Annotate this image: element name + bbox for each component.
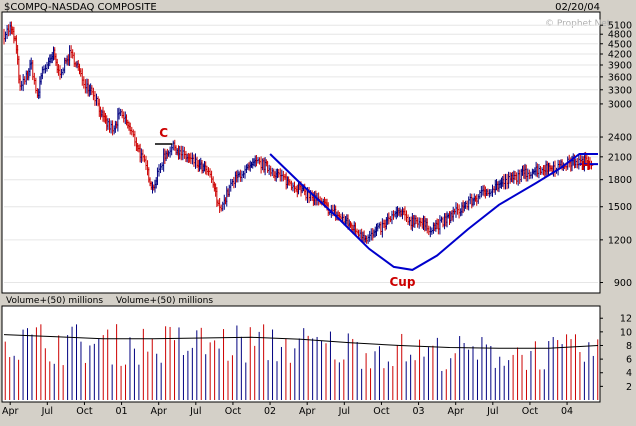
volume-tick-label: 10 — [620, 327, 632, 338]
volume-moving-average — [3, 334, 599, 349]
price-tick-label: 4200 — [608, 50, 632, 61]
volume-title: Volume+(50) millions — [6, 296, 103, 306]
volume-panel — [1, 305, 601, 403]
volume-tick-label: 8 — [626, 341, 632, 352]
price-y-axis: 9001200150018002100240030003300360039004… — [600, 21, 632, 289]
x-tick-label: Jul — [338, 406, 350, 417]
volume-tick-label: 6 — [626, 355, 632, 366]
x-tick-label: Oct — [522, 406, 539, 417]
cup-trendlines — [269, 153, 598, 271]
price-tick-label: 4500 — [608, 39, 632, 50]
volume-y-axis: 2 4 6 8 10 12 — [600, 314, 632, 393]
price-tick-label: 3300 — [608, 85, 632, 96]
annotation-label: H — [581, 159, 591, 173]
price-tick-label: 1500 — [608, 202, 632, 213]
x-tick-label: 01 — [116, 406, 128, 417]
x-tick-label: 04 — [561, 406, 573, 417]
price-gridlines — [4, 24, 598, 284]
x-tick-label: Jul — [189, 406, 201, 417]
x-tick-label: Jul — [41, 406, 53, 417]
x-tick-label: Apr — [2, 406, 19, 417]
price-tick-label: 3900 — [608, 60, 632, 71]
price-tick-label: 900 — [614, 278, 632, 289]
price-tick-label: 1200 — [608, 235, 632, 246]
chart-date: 02/20/04 — [555, 2, 600, 13]
cup-trendline — [269, 153, 598, 271]
volume-tick-label: 4 — [626, 368, 632, 379]
volume-legend: Volume+(50) millions — [116, 296, 213, 306]
x-tick-label: 03 — [413, 406, 425, 417]
x-tick-label: Apr — [150, 406, 167, 417]
price-bars — [3, 21, 594, 245]
price-tick-label: 3600 — [608, 72, 632, 83]
price-panel — [1, 11, 601, 294]
volume-tick-label: 12 — [620, 314, 632, 325]
x-tick-label: Oct — [76, 406, 93, 417]
volume-ma-line — [3, 334, 599, 349]
x-tick-label: Jul — [486, 406, 498, 417]
price-tick-label: 1800 — [608, 175, 632, 186]
chart-title: $COMPQ-NASDAQ COMPOSITE — [4, 2, 157, 13]
x-tick-label: Oct — [373, 406, 390, 417]
x-tick-label: Apr — [447, 406, 464, 417]
x-tick-label: Apr — [299, 406, 316, 417]
x-axis: Apr Jul Oct 01 Apr Jul Oct 02 Apr Jul Oct 03 Apr Jul O… — [2, 402, 573, 417]
price-tick-label: 5100 — [608, 21, 632, 32]
annotation-label: C — [159, 126, 168, 140]
chart-annotations: C Cup H — [154, 126, 591, 289]
x-tick-label: Oct — [225, 406, 242, 417]
price-tick-label: 4800 — [608, 30, 632, 41]
annotation-label: Cup — [389, 275, 415, 289]
watermark: © Prophet.Net — [545, 19, 611, 29]
price-tick-label: 2100 — [608, 152, 632, 163]
x-tick-label: 02 — [264, 406, 276, 417]
volume-bars — [4, 324, 599, 400]
volume-tick-label: 2 — [626, 382, 632, 393]
price-tick-label: 3000 — [608, 99, 632, 110]
price-tick-label: 2400 — [608, 133, 632, 144]
